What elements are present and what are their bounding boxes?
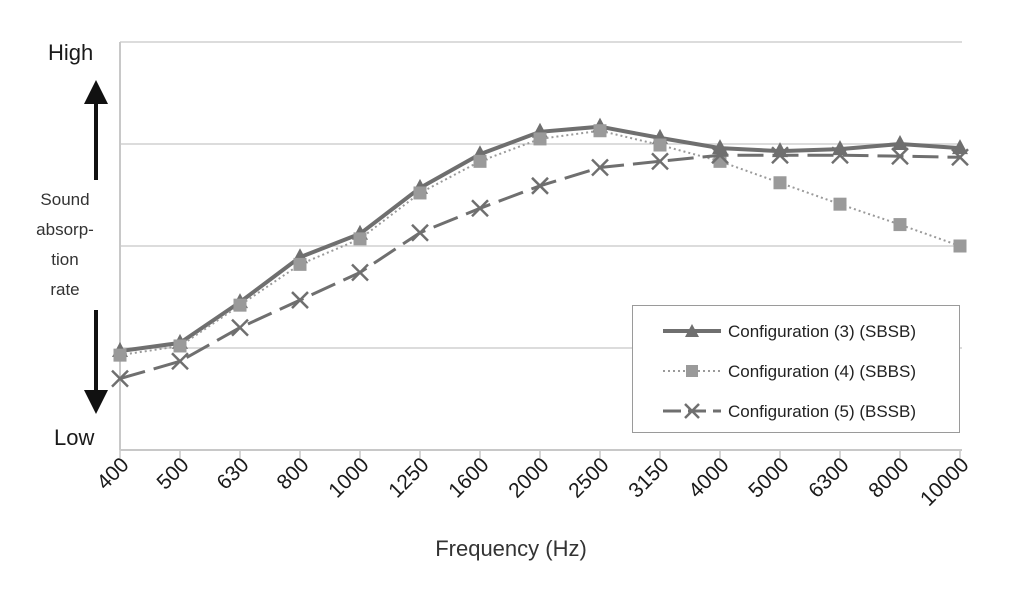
- legend-item-config-5: Configuration (5) (BSSB): [633, 396, 959, 426]
- data-point-x: [651, 152, 669, 171]
- down-arrowhead-icon: [84, 390, 108, 414]
- axes: [119, 42, 962, 451]
- x-tick-label: 10000: [916, 453, 974, 511]
- x-tick-label: 2000: [504, 453, 553, 502]
- data-point-x: [471, 199, 489, 218]
- x-tick-label: 1000: [324, 453, 373, 502]
- series-3: [111, 146, 969, 388]
- data-point-square: [173, 339, 187, 353]
- data-point-x-stroke: [111, 369, 129, 388]
- x-tick-label: 4000: [684, 453, 733, 502]
- legend-label: Configuration (5) (BSSB): [728, 402, 917, 421]
- data-point-x: [591, 158, 609, 177]
- x-tick-label: 1250: [384, 453, 433, 502]
- data-point-x: [351, 263, 369, 282]
- x-ticks: 400 500 630 800 1000 1250 1600 2000 2500 3150 4000…: [92, 450, 974, 511]
- x-tick-label: 6300: [804, 453, 853, 502]
- data-point-x-stroke: [891, 147, 909, 166]
- y-high-label: High: [48, 40, 94, 65]
- data-point-x: [231, 318, 249, 337]
- data-point-x-stroke: [591, 158, 609, 177]
- legend-item-config-3: Configuration (3) (SBSB): [633, 316, 959, 346]
- x-marker-icon: [663, 403, 721, 419]
- data-point-x: [891, 147, 909, 166]
- data-point-square: [353, 232, 367, 246]
- data-point-triangle: [952, 139, 968, 155]
- x-tick-label: 3150: [624, 453, 673, 502]
- data-point-x-stroke: [471, 199, 489, 218]
- data-point-x-stroke: [831, 146, 849, 165]
- data-point-square: [593, 124, 607, 138]
- data-point-square: [293, 257, 307, 271]
- data-point-x: [111, 369, 129, 388]
- data-point-square: [473, 154, 487, 168]
- data-point-x: [291, 291, 309, 309]
- y-axis-description: Sound absorp- tion rate: [26, 185, 104, 305]
- legend-label: Configuration (4) (SBBS): [728, 362, 917, 381]
- y-low-label: Low: [54, 425, 95, 450]
- triangle-marker-icon: [663, 324, 721, 337]
- square-marker-icon: [663, 365, 721, 377]
- data-point-square: [653, 138, 667, 152]
- data-point-square: [953, 239, 967, 253]
- x-tick-label: 800: [272, 453, 313, 494]
- legend-label: Configuration (3) (SBSB): [728, 322, 917, 341]
- up-arrowhead-icon: [84, 80, 108, 104]
- data-point-x-stroke: [171, 352, 189, 371]
- data-point-square: [113, 348, 127, 362]
- x-axis-title: Frequency (Hz): [435, 536, 587, 561]
- data-point-x-stroke: [231, 318, 249, 337]
- x-tick-label: 8000: [864, 453, 913, 502]
- data-point-square: [833, 197, 847, 211]
- legend-item-config-4: Configuration (4) (SBBS): [633, 356, 959, 386]
- data-point-x: [831, 146, 849, 165]
- data-point-triangle: [772, 142, 788, 158]
- data-point-x: [531, 176, 549, 195]
- y-desc-line: absorp-: [36, 220, 94, 239]
- data-point-triangle: [892, 135, 908, 150]
- series-layer: [111, 117, 969, 388]
- data-point-x-stroke: [771, 146, 789, 165]
- x-tick-label: 500: [152, 453, 193, 494]
- data-point-x: [951, 148, 969, 167]
- data-point-x-stroke: [951, 148, 969, 167]
- data-point-x: [171, 352, 189, 371]
- x-tick-label: 2500: [564, 453, 613, 502]
- data-point-x-stroke: [531, 176, 549, 195]
- legend: Configuration (3) (SBSB) Configuration (…: [632, 305, 960, 433]
- y-direction-arrows: [84, 80, 108, 414]
- data-point-square: [893, 218, 907, 232]
- data-point-square: [413, 186, 427, 200]
- data-point-x-stroke: [651, 152, 669, 171]
- y-desc-line: rate: [50, 280, 80, 299]
- y-desc-line: tion: [51, 250, 79, 269]
- x-tick-label: 5000: [744, 453, 793, 502]
- data-point-square: [773, 176, 787, 190]
- data-point-x-stroke: [711, 146, 729, 165]
- x-tick-label: 400: [92, 453, 133, 494]
- data-point-x-stroke: [291, 291, 309, 309]
- data-point-x-stroke: [351, 263, 369, 282]
- data-point-x: [711, 146, 729, 165]
- series-2: [113, 124, 967, 362]
- data-point-x: [411, 223, 429, 242]
- data-point-x-stroke: [411, 223, 429, 242]
- x-tick-label: 630: [212, 453, 253, 494]
- x-tick-label: 1600: [444, 453, 493, 502]
- data-point-square: [533, 132, 547, 146]
- data-point-x: [771, 146, 789, 165]
- y-desc-line: Sound: [40, 190, 90, 209]
- data-point-square: [233, 298, 247, 312]
